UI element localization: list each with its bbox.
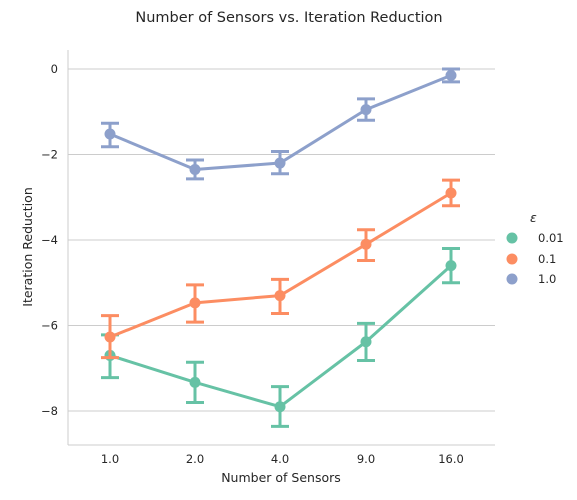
y-tick-label: 0: [51, 62, 58, 76]
x-tick-label: 16.0: [438, 452, 464, 466]
data-point: [189, 376, 201, 388]
x-axis-label: Number of Sensors: [221, 470, 341, 485]
grid-lines: [68, 68, 495, 412]
y-tick-label: −8: [41, 404, 58, 418]
data-point: [360, 336, 372, 348]
y-axis-label: Iteration Reduction: [20, 187, 35, 306]
data-point: [104, 128, 116, 140]
legend-label: 1.0: [538, 272, 556, 286]
legend-title: ε: [530, 210, 537, 225]
x-tick-label: 1.0: [101, 452, 119, 466]
data-point: [445, 187, 457, 199]
x-tick-label: 9.0: [357, 452, 375, 466]
series-0.01: [101, 247, 460, 428]
data-point: [189, 163, 201, 175]
y-tick-label: −4: [41, 233, 58, 247]
data-point: [360, 238, 372, 250]
y-tick-label: −2: [41, 148, 58, 162]
x-tick-label: 2.0: [186, 452, 204, 466]
data-point: [274, 157, 286, 169]
legend-marker: [506, 273, 518, 285]
data-point: [104, 331, 116, 343]
legend-marker: [506, 253, 518, 265]
legend: ε 0.01 0.1 1.0: [506, 210, 564, 286]
legend-marker: [506, 232, 518, 244]
data-point: [274, 401, 286, 413]
y-tick-label: −6: [41, 319, 58, 333]
chart-title: Number of Sensors vs. Iteration Reductio…: [135, 10, 442, 26]
y-tick-labels: 0 −2 −4 −6 −8: [41, 62, 58, 418]
data-point: [445, 260, 457, 272]
x-tick-label: 4.0: [271, 452, 289, 466]
series-0.1: [101, 178, 460, 360]
data-point: [445, 69, 457, 81]
series-layer: [101, 67, 460, 428]
legend-label: 0.1: [538, 252, 556, 266]
series-line: [109, 191, 452, 339]
data-point: [360, 104, 372, 116]
data-point: [189, 297, 201, 309]
series-1.0: [101, 67, 460, 181]
legend-label: 0.01: [538, 231, 564, 245]
x-tick-labels: 1.0 2.0 4.0 9.0 16.0: [101, 452, 464, 466]
data-point: [274, 290, 286, 302]
